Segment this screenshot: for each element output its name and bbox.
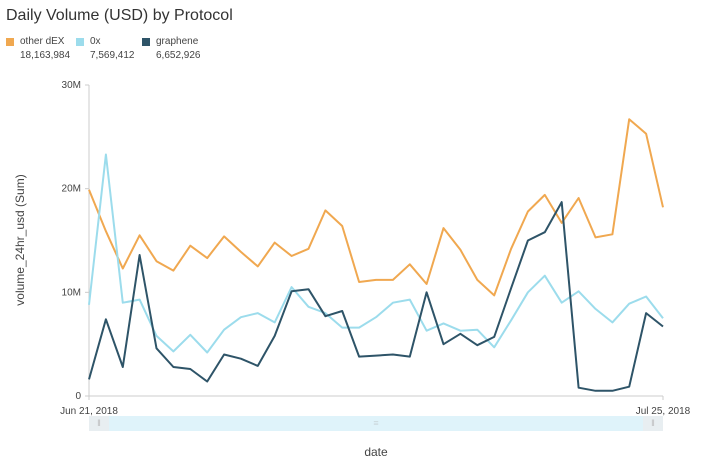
- chart-title: Daily Volume (USD) by Protocol: [6, 7, 233, 24]
- x-tick-label: Jun 21, 2018: [60, 406, 118, 417]
- x-axis-title: date: [364, 445, 388, 459]
- x-tick-label: Jul 25, 2018: [636, 406, 691, 417]
- y-tick-label: 30M: [62, 80, 81, 91]
- series-line-other-dex[interactable]: [88, 118, 664, 297]
- y-axis-title: volume_24hr_usd (Sum): [13, 174, 27, 305]
- axes: [88, 85, 663, 397]
- legend-swatch: [76, 38, 84, 46]
- range-brush-left-handle[interactable]: ‖: [89, 416, 109, 431]
- legend-total: 18,163,984: [20, 50, 71, 61]
- y-tick-label: 0: [75, 391, 81, 402]
- x-ticks: Jun 21, 2018 Jul 25, 2018: [60, 396, 691, 417]
- legend-swatch: [142, 38, 150, 46]
- range-brush-selection[interactable]: [109, 416, 643, 431]
- legend-label: other dEX: [20, 36, 65, 47]
- y-tick-label: 20M: [62, 184, 81, 195]
- legend-label: graphene: [156, 36, 199, 47]
- legend-total: 7,569,412: [90, 50, 135, 61]
- series-line-0x[interactable]: [88, 153, 664, 354]
- range-brush-right-handle[interactable]: ‖: [643, 416, 663, 431]
- legend-swatch: [6, 38, 14, 46]
- legend-total: 6,652,926: [156, 50, 201, 61]
- grip-lines-icon[interactable]: ≡: [373, 418, 379, 428]
- legend-label: 0x: [90, 36, 101, 47]
- y-tick-label: 10M: [62, 287, 81, 298]
- series-line-graphene[interactable]: [88, 201, 664, 392]
- y-ticks: 0 10M 20M 30M: [62, 80, 89, 402]
- series-lines: [88, 118, 664, 392]
